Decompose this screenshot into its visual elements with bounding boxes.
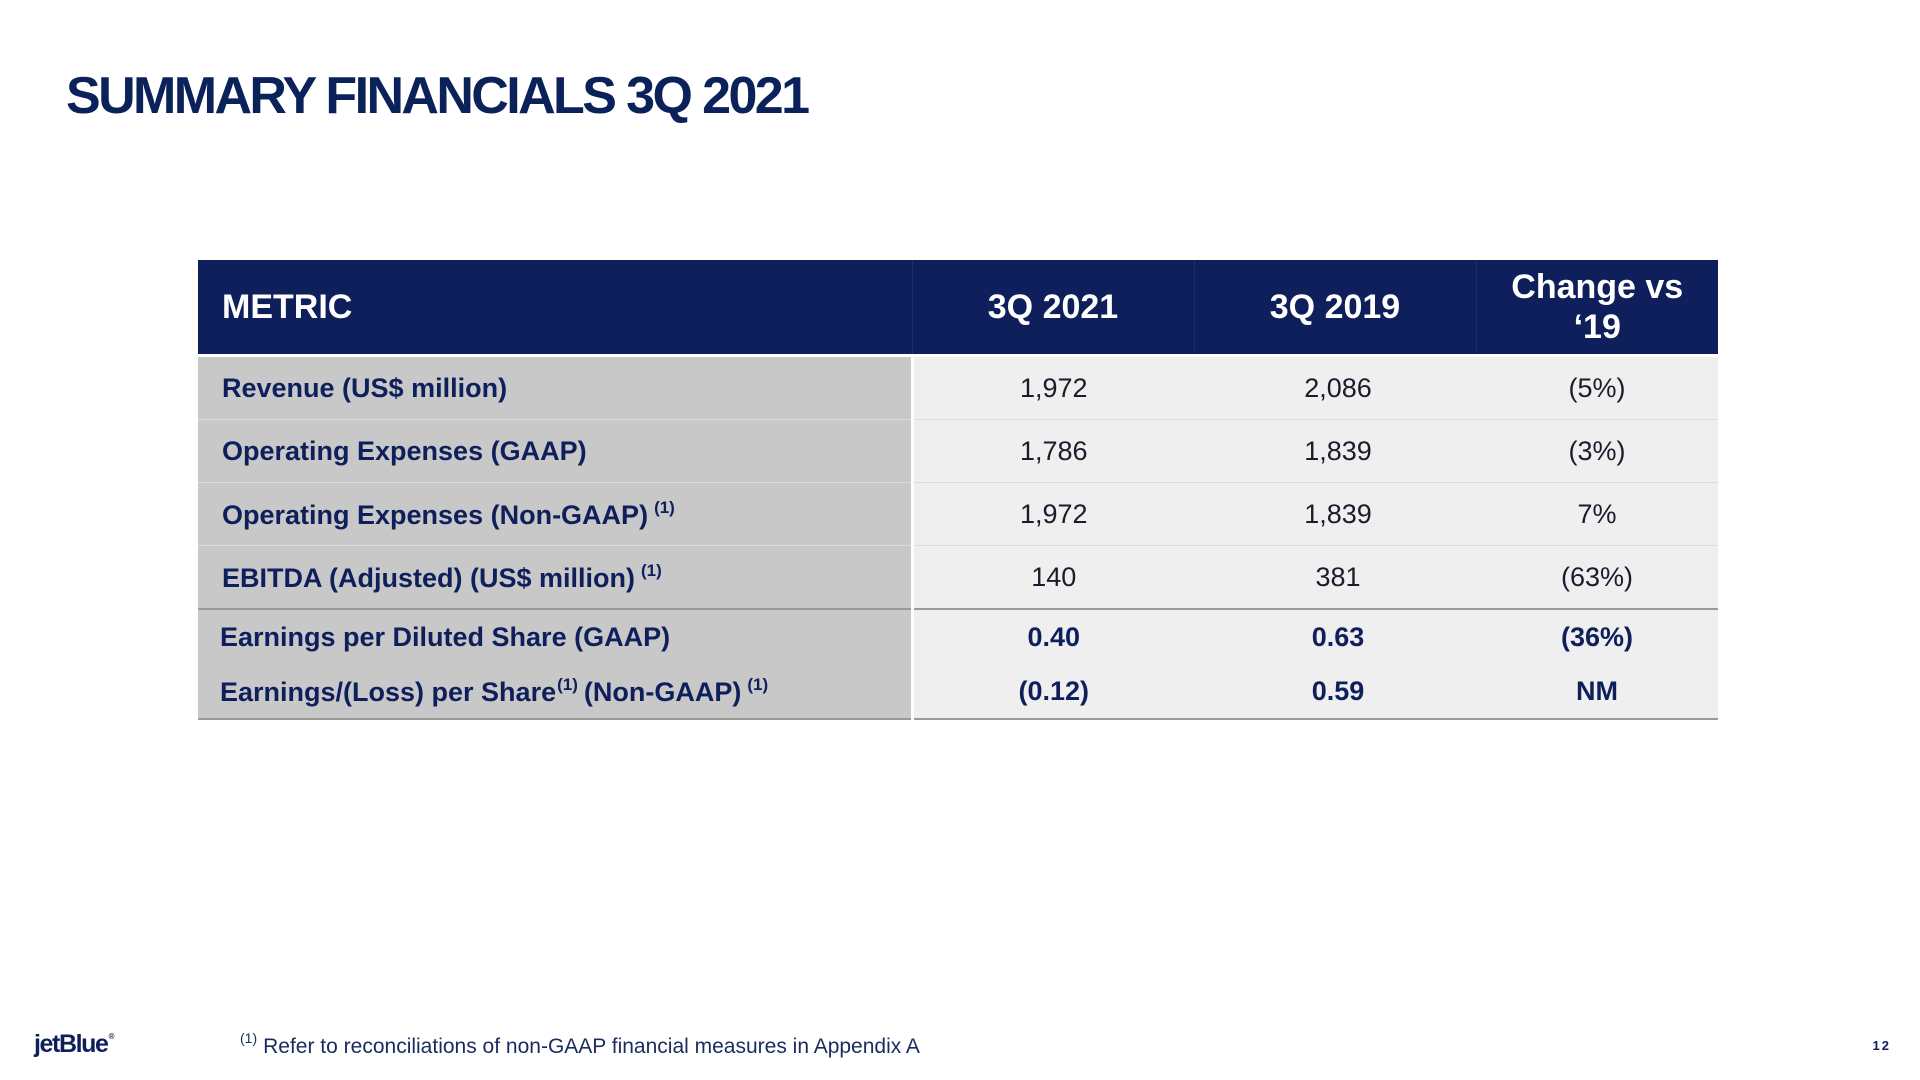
table-row: Earnings per Diluted Share (GAAP) 0.40 0…: [198, 609, 1718, 665]
row-value-change: (63%): [1476, 545, 1718, 610]
row-metric-label-part1: Earnings/(Loss) per Share: [220, 677, 557, 707]
row-value-3q-2019: 2,086: [1194, 354, 1476, 420]
row-metric-cell: EBITDA (Adjusted) (US$ million) (1): [198, 545, 914, 610]
row-value-3q-2021: 0.40: [912, 609, 1194, 665]
page-number: 12: [1872, 1038, 1891, 1053]
row-value-3q-2019: 1,839: [1194, 482, 1476, 546]
row-value-3q-2021: (0.12): [912, 665, 1194, 720]
header-3q-2021: 3Q 2021: [912, 260, 1195, 356]
footnote-marker: (1): [654, 497, 675, 517]
table-row: Earnings/(Loss) per Share(1) (Non-GAAP) (1…: [198, 665, 1718, 720]
row-value-3q-2021: 1,972: [912, 354, 1194, 420]
page-title: SUMMARY FINANCIALS 3Q 2021: [66, 67, 810, 125]
table-row: Operating Expenses (GAAP) 1,786 1,839 (3…: [198, 419, 1718, 483]
header-change-line1: Change vs: [1511, 267, 1684, 306]
header-change-line2: ‘19: [1573, 308, 1621, 346]
jetblue-logo: jetBlue®: [34, 1030, 114, 1059]
header-3q-2019: 3Q 2019: [1194, 260, 1477, 356]
footnote-marker: (1): [747, 675, 769, 694]
row-metric-label: Operating Expenses (Non-GAAP): [222, 499, 649, 530]
footnote: (1) Refer to reconciliations of non-GAAP …: [240, 1030, 920, 1059]
row-metric-label: Earnings per Diluted Share (GAAP): [198, 609, 914, 665]
row-value-3q-2021: 1,972: [912, 482, 1194, 546]
row-metric-label-part2: (Non-GAAP): [583, 677, 742, 707]
row-value-3q-2019: 381: [1194, 545, 1476, 610]
row-value-change: 7%: [1476, 482, 1718, 546]
footnote-marker: (1): [240, 1030, 258, 1046]
registered-mark: ®: [108, 1032, 115, 1041]
logo-text: jetBlue: [34, 1030, 109, 1058]
footnote-text: Refer to reconciliations of non-GAAP fin…: [263, 1035, 920, 1058]
summary-financials-table: METRIC 3Q 2021 3Q 2019 Change vs ‘19 Rev…: [198, 260, 1718, 720]
row-value-3q-2019: 0.59: [1194, 665, 1476, 720]
row-value-change: (5%): [1476, 354, 1718, 420]
header-metric: METRIC: [198, 260, 913, 356]
header-change-vs-19: Change vs ‘19: [1476, 260, 1718, 356]
row-metric-label: Revenue (US$ million): [198, 354, 914, 420]
row-metric-cell: Operating Expenses (Non-GAAP) (1): [198, 482, 914, 546]
row-value-change: (3%): [1476, 419, 1718, 483]
row-value-change: (36%): [1476, 609, 1718, 665]
row-metric-cell: Earnings/(Loss) per Share(1) (Non-GAAP) (1…: [198, 665, 914, 720]
table-header-row: METRIC 3Q 2021 3Q 2019 Change vs ‘19: [198, 260, 1718, 356]
row-metric-label: Operating Expenses (GAAP): [198, 419, 914, 483]
footnote-marker: (1): [557, 675, 578, 694]
row-metric-label: EBITDA (Adjusted) (US$ million): [222, 562, 635, 593]
row-value-change: NM: [1476, 665, 1718, 720]
table-row: Operating Expenses (Non-GAAP) (1) 1,972 1…: [198, 482, 1718, 546]
row-value-3q-2019: 0.63: [1194, 609, 1476, 665]
footnote-marker: (1): [641, 560, 662, 580]
row-value-3q-2021: 1,786: [912, 419, 1194, 483]
table-row: Revenue (US$ million) 1,972 2,086 (5%): [198, 354, 1718, 420]
table-row: EBITDA (Adjusted) (US$ million) (1) 140 3…: [198, 545, 1718, 610]
row-value-3q-2019: 1,839: [1194, 419, 1476, 483]
row-value-3q-2021: 140: [912, 545, 1194, 610]
